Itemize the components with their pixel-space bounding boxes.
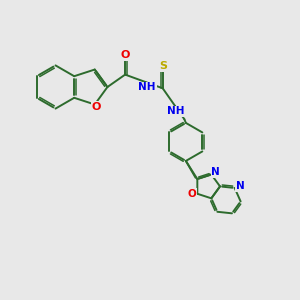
Text: NH: NH xyxy=(139,82,156,92)
Text: N: N xyxy=(212,167,220,177)
Text: O: O xyxy=(121,50,130,60)
Text: NH: NH xyxy=(167,106,184,116)
Text: O: O xyxy=(188,189,196,199)
Text: S: S xyxy=(159,61,167,71)
Text: O: O xyxy=(92,102,101,112)
Text: N: N xyxy=(236,182,244,191)
